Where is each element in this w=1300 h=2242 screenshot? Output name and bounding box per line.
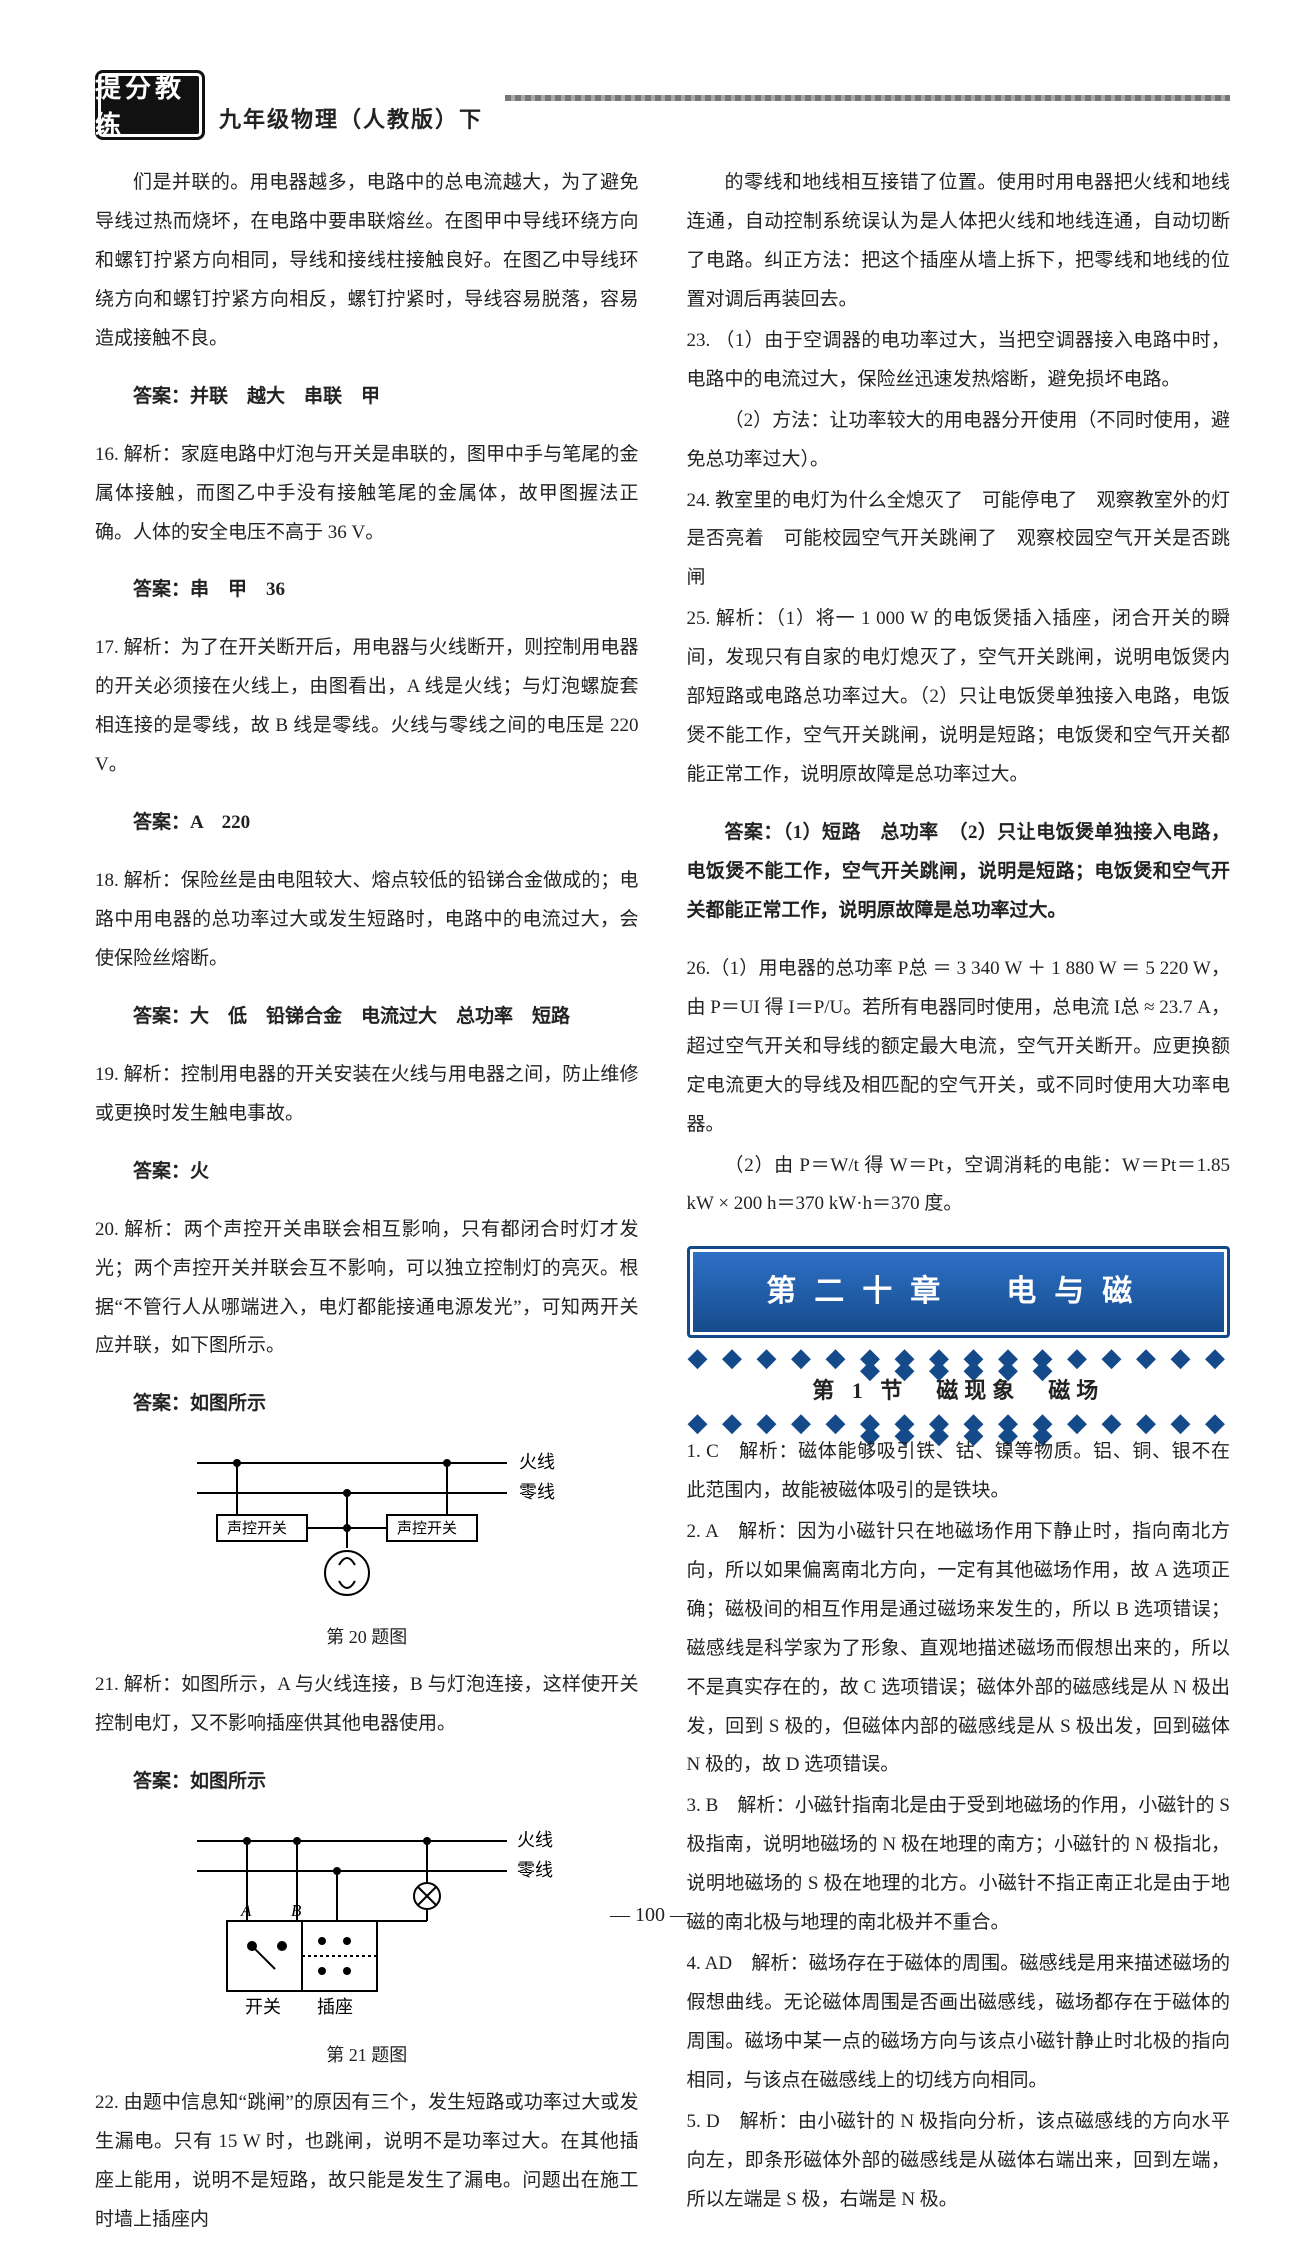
page-header: 提分教练 九年级物理（人教版）下: [95, 70, 1230, 140]
sec-5: 5. D 解析：由小磁针的 N 极指向分析，该点磁感线的方向水平向左，即条形磁体…: [687, 2103, 1231, 2220]
q21-caption: 第 21 题图: [95, 2037, 639, 2074]
fig20-hot-label: 火线: [519, 1452, 555, 1472]
q20-analysis: 20. 解析：两个声控开关串联会相互影响，只有都闭合时灯才发光；两个声控开关并联…: [95, 1211, 639, 1367]
fig21-socket-label: 插座: [317, 1997, 353, 2017]
q20-caption: 第 20 题图: [95, 1619, 639, 1656]
page: 提分教练 九年级物理（人教版）下 们是并联的。用电器越多，电路中的总电流越大，为…: [0, 0, 1300, 1955]
sec-4: 4. AD 解析：磁场存在于磁体的周围。磁感线是用来描述磁场的假想曲线。无论磁体…: [687, 1945, 1231, 2101]
q16-analysis: 16. 解析：家庭电路中灯泡与开关是串联的，图甲中手与笔尾的金属体接触，而图乙中…: [95, 436, 639, 553]
q20-figure: 火线 零线 声控开关 声控开关: [95, 1443, 639, 1613]
q16-answer: 答案：串 甲 36: [95, 571, 639, 610]
intro-text: 们是并联的。用电器越多，电路中的总电流越大，为了避免导线过热而烧坏，在电路中要串…: [95, 164, 639, 359]
sec-1: 1. C 解析：磁体能够吸引铁、钴、镍等物质。铝、铜、银不在此范围内，故能被磁体…: [687, 1433, 1231, 1511]
content-columns: 们是并联的。用电器越多，电路中的总电流越大，为了避免导线过热而烧坏，在电路中要串…: [95, 164, 1230, 2242]
q26-a: 26.（1）用电器的总功率 P总 ＝ 3 340 W ＋ 1 880 W ＝ 5…: [687, 950, 1231, 1145]
dotline-bottom: ◆ ◆ ◆ ◆ ◆ ◆ ◆ ◆ ◆ ◆ ◆ ◆ ◆ ◆ ◆ ◆ ◆ ◆ ◆ ◆ …: [687, 1417, 1231, 1429]
page-number: — 100 —: [0, 1904, 1300, 1927]
left-column: 们是并联的。用电器越多，电路中的总电流越大，为了避免导线过热而烧坏，在电路中要串…: [95, 164, 639, 2242]
header-rule: [505, 95, 1230, 101]
fig20-neutral-label: 零线: [519, 1482, 555, 1502]
q23-b: （2）方法：让功率较大的用电器分开使用（不同时使用，避免总功率过大）。: [687, 402, 1231, 480]
q23-a: 23. （1）由于空调器的电功率过大，当把空调器接入电路中时，电路中的电流过大，…: [687, 322, 1231, 400]
q22-text: 22. 由题中信息知“跳闸”的原因有三个，发生短路或功率过大或发生漏电。只有 1…: [95, 2084, 639, 2240]
sec-2: 2. A 解析：因为小磁针只在地磁场作用下静止时，指向南北方向，所以如果偏离南北…: [687, 1513, 1231, 1786]
fig21-hot-label: 火线: [517, 1830, 553, 1850]
grade-title: 九年级物理（人教版）下: [219, 102, 483, 140]
q25-a: 25. 解析：（1）将一 1 000 W 的电饭煲插入插座，闭合开关的瞬间，发现…: [687, 600, 1231, 795]
q19-analysis: 19. 解析：控制用电器的开关安装在火线与用电器之间，防止维修或更换时发生触电事…: [95, 1056, 639, 1134]
fig21-neutral-label: 零线: [517, 1860, 553, 1880]
right-column: 的零线和地线相互接错了位置。使用时用电器把火线和地线连通，自动控制系统误认为是人…: [687, 164, 1231, 2242]
q24: 24. 教室里的电灯为什么全熄灭了 可能停电了 观察教室外的灯是否亮着 可能校园…: [687, 482, 1231, 599]
q18-answer: 答案：大 低 铅锑合金 电流过大 总功率 短路: [95, 998, 639, 1037]
intro-answer: 答案：并联 越大 串联 甲: [95, 378, 639, 417]
fig21-switch-label: 开关: [245, 1997, 281, 2017]
q19-answer: 答案：火: [95, 1153, 639, 1192]
q20-answer: 答案：如图所示: [95, 1385, 639, 1424]
chapter-banner: 第二十章 电与磁: [687, 1246, 1231, 1338]
q17-analysis: 17. 解析：为了在开关断开后，用电器与火线断开，则控制用电器的开关必须接在火线…: [95, 629, 639, 785]
q22-cont: 的零线和地线相互接错了位置。使用时用电器把火线和地线连通，自动控制系统误认为是人…: [687, 164, 1231, 320]
q25-b: 答案：（1）短路 总功率 （2）只让电饭煲单独接入电路，电饭煲不能工作，空气开关…: [687, 814, 1231, 931]
section-title: 第 1 节 磁现象 磁场: [687, 1368, 1231, 1413]
brand-badge: 提分教练: [95, 70, 205, 140]
q17-answer: 答案：A 220: [95, 804, 639, 843]
fig20-sw2-label: 声控开关: [397, 1519, 457, 1537]
q18-analysis: 18. 解析：保险丝是由电阻较大、熔点较低的铅锑合金做成的；电路中用电器的总功率…: [95, 862, 639, 979]
q21-answer: 答案：如图所示: [95, 1763, 639, 1802]
dotline-top: ◆ ◆ ◆ ◆ ◆ ◆ ◆ ◆ ◆ ◆ ◆ ◆ ◆ ◆ ◆ ◆ ◆ ◆ ◆ ◆ …: [687, 1352, 1231, 1364]
q21-analysis: 21. 解析：如图所示，A 与火线连接，B 与灯泡连接，这样使开关控制电灯，又不…: [95, 1666, 639, 1744]
fig20-sw1-label: 声控开关: [227, 1519, 287, 1537]
q26-b: （2）由 P＝W/t 得 W＝Pt，空调消耗的电能：W＝Pt＝1.85 kW ×…: [687, 1147, 1231, 1225]
